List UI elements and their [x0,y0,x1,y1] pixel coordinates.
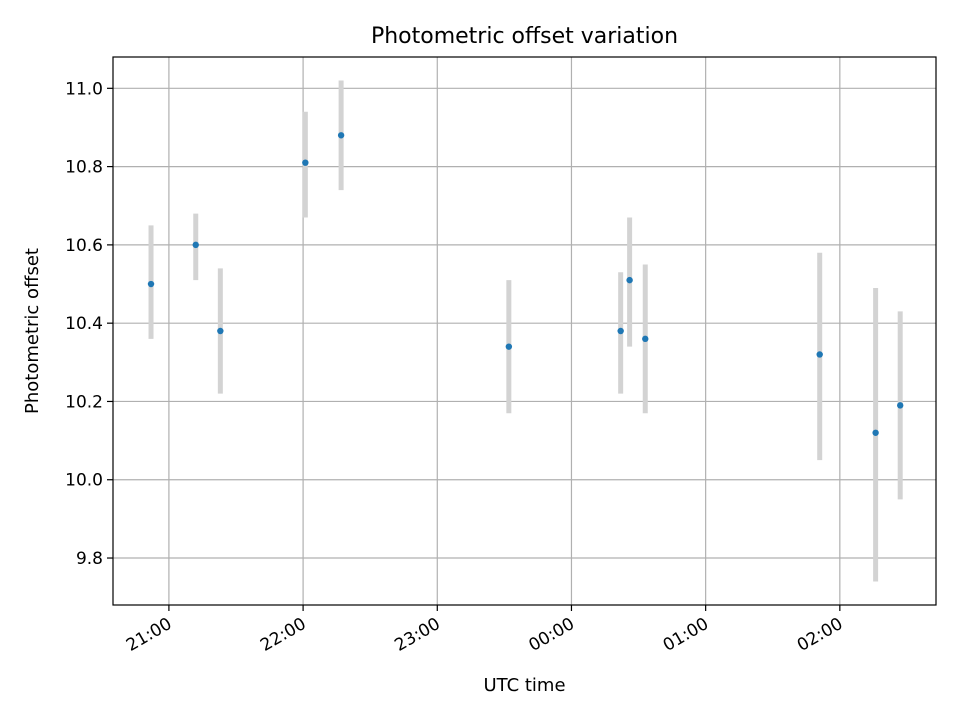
y-tick-label: 10.8 [65,158,103,178]
data-point [626,276,633,284]
y-tick-label: 10.6 [65,236,103,256]
y-tick-label: 11.0 [65,79,103,99]
data-point [642,335,649,343]
chart-title: Photometric offset variation [371,24,678,49]
data-point [617,327,624,335]
data-point [192,241,199,249]
y-axis-ticks: 9.8 10.0 10.2 10.4 10.6 10.8 11.0 [65,79,113,569]
y-tick-label: 9.8 [76,549,103,569]
data-point [217,327,224,335]
plot-frame [112,56,937,606]
data-points [147,132,904,436]
y-axis-label: Photometric offset [22,248,43,414]
data-point [302,159,309,166]
grid [113,57,936,605]
data-point [897,402,904,409]
data-point [872,429,879,436]
data-point [505,343,513,350]
data-point [816,351,823,358]
y-tick-label: 10.2 [65,392,103,412]
data-point [147,280,155,288]
data-point [337,132,345,139]
x-axis-label: UTC time [483,675,565,696]
y-tick-label: 10.4 [65,314,103,334]
y-tick-label: 10.0 [65,471,103,491]
